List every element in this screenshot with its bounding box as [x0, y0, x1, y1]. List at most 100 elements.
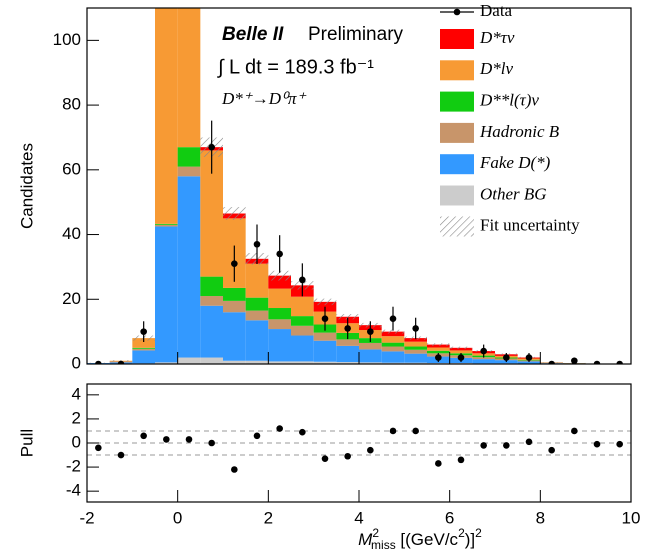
histogram-segment: [404, 354, 427, 363]
histogram-segment: [314, 333, 337, 341]
y-tick-label: -2: [66, 457, 81, 476]
y-tick-label: 100: [53, 30, 81, 49]
histogram-segment: [178, 0, 201, 147]
pull-plot: [87, 425, 631, 473]
data-point: [390, 315, 397, 322]
x-label-unit: [(GeV/c: [396, 530, 459, 549]
histogram-segment: [336, 339, 359, 345]
histogram-segment: [246, 311, 269, 321]
x-tick-label: -2: [79, 508, 94, 527]
histogram-segment: [382, 351, 405, 362]
pull-point: [163, 436, 170, 443]
fit-uncertainty: [223, 207, 246, 220]
data-point: [435, 354, 442, 361]
data-point: [322, 315, 329, 322]
pull-point: [186, 436, 193, 443]
histogram-segment: [155, 226, 178, 362]
data-point: [571, 357, 578, 364]
histogram-segment: [382, 347, 405, 352]
histogram-segment: [200, 306, 223, 358]
x-tick-label: 6: [445, 508, 454, 527]
legend-swatch: [440, 92, 474, 112]
histogram-segment: [178, 167, 201, 177]
legend-label: Data: [480, 1, 513, 20]
histogram-segment: [382, 336, 405, 342]
y-tick-label: 0: [72, 353, 81, 372]
pull-point: [548, 447, 555, 454]
data-point: [231, 260, 238, 267]
histogram-segment: [200, 277, 223, 296]
x-tick-label: 2: [264, 508, 273, 527]
histogram-segment: [336, 346, 359, 362]
pull-point: [594, 441, 601, 448]
histogram-segment: [223, 301, 246, 312]
pull-point: [390, 428, 397, 435]
pull-point: [322, 455, 329, 462]
data-point: [140, 328, 147, 335]
histogram-segment: [268, 308, 291, 319]
pull-point: [344, 453, 351, 460]
x-tick-label: 4: [354, 508, 363, 527]
legend-swatch: [440, 60, 474, 80]
data-point: [526, 354, 533, 361]
pull-point: [367, 447, 374, 454]
histogram-segment: [132, 348, 155, 349]
pull-point: [503, 442, 510, 449]
x-tick-label: 10: [622, 508, 641, 527]
histogram-segment: [268, 329, 291, 361]
histogram-segment: [359, 343, 382, 349]
experiment: Belle II: [222, 24, 284, 45]
histogram-segment: [427, 347, 450, 350]
data-point: [480, 348, 487, 355]
histogram-segment: [291, 316, 314, 326]
pull-point: [616, 441, 623, 448]
data-point: [503, 354, 510, 361]
y-tick-label: 4: [72, 384, 81, 403]
histogram-segment: [291, 336, 314, 362]
data-point: [344, 325, 351, 332]
x-label-outer-power: 2: [475, 526, 482, 540]
data-point: [458, 354, 465, 361]
decay: D*⁺→D⁰π⁺: [221, 89, 307, 108]
histogram-segment: [200, 358, 223, 364]
pull-point: [435, 460, 442, 467]
histogram-segment: [427, 351, 450, 354]
histogram-segment: [132, 349, 155, 351]
pull-point: [118, 452, 125, 459]
histogram-segment: [404, 350, 427, 354]
legend-label: D**l(τ)ν: [479, 91, 539, 110]
fit-uncertainty: [427, 343, 450, 346]
histogram-segment: [155, 0, 178, 224]
legend-data-marker: [454, 9, 461, 16]
legend-swatch: [440, 29, 474, 49]
histogram-segment: [155, 224, 178, 225]
pull-point: [254, 432, 261, 439]
pull-point: [299, 429, 306, 436]
histogram-segment: [359, 349, 382, 362]
status: Preliminary: [308, 24, 404, 45]
legend-label: Fit uncertainty: [480, 215, 580, 234]
pull-point: [526, 438, 533, 445]
histogram-segment: [155, 225, 178, 227]
histogram-segment: [268, 319, 291, 329]
histogram-segment: [472, 359, 495, 363]
data-point: [208, 144, 215, 151]
pull-axis-label: Pull: [17, 429, 36, 457]
legend-swatch: [440, 123, 474, 143]
histogram-segment: [314, 341, 337, 362]
y-tick-label: 60: [62, 159, 81, 178]
histogram-segment: [404, 342, 427, 347]
pull-point: [276, 425, 283, 432]
histogram-segment: [404, 347, 427, 350]
x-label-unit-close: )]: [465, 530, 475, 549]
luminosity: ∫ L dt = 189.3 fb⁻¹: [217, 56, 374, 78]
histogram-segment: [246, 320, 269, 360]
histogram-segment: [291, 297, 314, 316]
legend-label: Fake D(*): [479, 153, 551, 172]
histogram-segment: [178, 176, 201, 357]
histogram-segment: [223, 288, 246, 301]
y-tick-label: -4: [66, 481, 81, 500]
legend-swatch: [440, 217, 474, 237]
histogram-segment: [291, 326, 314, 336]
